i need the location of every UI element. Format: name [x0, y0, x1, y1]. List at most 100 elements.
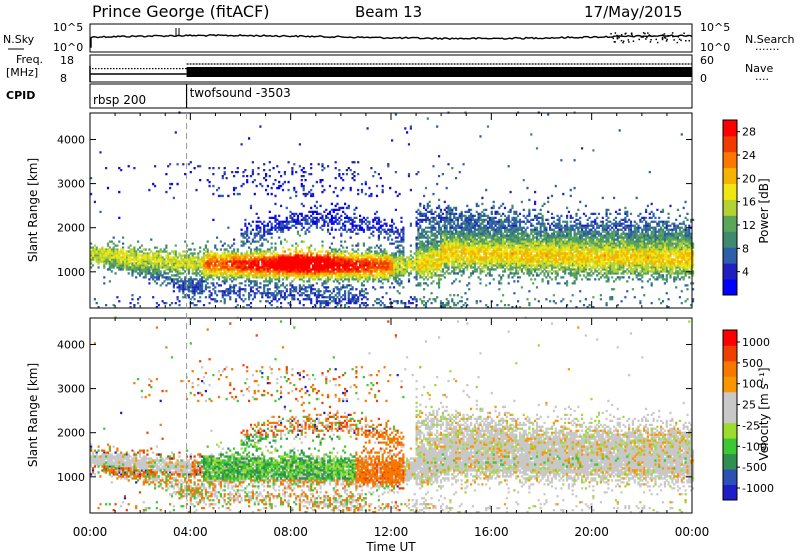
nsearch-dot — [650, 39, 652, 41]
nsearch-dot — [644, 32, 646, 35]
nsearch-legend: ....... — [755, 40, 779, 53]
nsearch-dot — [678, 38, 681, 40]
nsearch-dot — [622, 40, 625, 42]
colorbar-tick-label: 100 — [742, 378, 763, 391]
colorbar-swatch — [723, 199, 737, 216]
y-tick-label: 3000 — [57, 383, 85, 396]
nsearch-dot — [666, 38, 668, 41]
nsearch-dot — [628, 41, 630, 43]
nsearch-dot — [665, 40, 668, 42]
nsearch-dot — [683, 32, 685, 34]
colorbar-tick-label: 12 — [742, 219, 756, 232]
nsearch-dot — [673, 39, 675, 41]
power-colorbar-label: Power [dB] — [757, 178, 771, 243]
echo-cells — [90, 316, 695, 514]
nave-dot — [95, 68, 97, 70]
cpid-segment-label: twofsound -3503 — [190, 86, 291, 100]
nave-dot — [158, 68, 160, 70]
time-axis-label: Time UT — [365, 540, 416, 554]
nsearch-dot — [663, 36, 666, 39]
y-tick-label: 2000 — [57, 427, 85, 440]
colorbar-tick-label: 28 — [742, 126, 756, 139]
colorbar-swatch — [723, 215, 737, 232]
colorbar-tick-label: 20 — [742, 172, 756, 185]
velocity-ylabel: Slant Range [km] — [26, 363, 40, 467]
time-tick-label: 04:00 — [173, 525, 208, 539]
y-tick-label: 1000 — [57, 471, 85, 484]
nave-dot — [110, 68, 112, 70]
velocity-panel: 1000 2000 3000 4000 — [57, 316, 695, 514]
nave-dot — [167, 68, 169, 70]
nsearch-label: N.Search — [745, 33, 795, 46]
nsearch-dot — [638, 38, 640, 41]
freq-label-2: [MHz] — [6, 66, 38, 79]
nsearch-dot — [640, 36, 643, 38]
nsearch-dot — [671, 32, 674, 34]
nsearch-dot — [642, 36, 644, 38]
nave-tick-top: 60 — [700, 54, 714, 67]
freq-band-late — [186, 67, 692, 77]
colorbar-swatch — [723, 151, 737, 169]
colorbar-swatch — [723, 263, 737, 280]
colorbar-swatch — [723, 279, 737, 296]
nave-dot — [122, 68, 124, 70]
echo-cells — [90, 234, 695, 281]
nsearch-dot — [677, 36, 679, 38]
nsearch-dot — [630, 32, 633, 35]
nsearch-dot — [676, 41, 679, 44]
y-tick-label: 4000 — [57, 338, 85, 351]
nave-dot — [101, 68, 103, 70]
colorbar-frame — [722, 329, 738, 501]
time-tick-label: 12:00 — [374, 525, 409, 539]
colorbar-tick-label: 24 — [742, 149, 756, 162]
nsearch-dot — [622, 41, 624, 44]
beam-title: Beam 13 — [355, 3, 422, 21]
nsearch-dot — [688, 39, 690, 42]
nsearch-dot — [662, 34, 664, 36]
nsearch-dot — [627, 39, 630, 41]
nsearch-dot — [642, 32, 645, 34]
colorbar-swatch — [723, 120, 737, 137]
nsearch-dot — [625, 32, 627, 35]
nave-label: Nave — [745, 62, 773, 75]
nsearch-dot — [612, 37, 614, 40]
colorbar-swatch — [723, 247, 737, 264]
colorbar-tick-label: -500 — [742, 461, 767, 474]
nsearch-dot — [647, 32, 649, 34]
nave-dot — [152, 68, 154, 70]
colorbar-tick-label: 500 — [742, 357, 763, 370]
nave-dot — [134, 68, 136, 70]
nave-dot — [104, 68, 106, 70]
time-tick-label: 00:00 — [675, 525, 710, 539]
nsky-line — [90, 33, 693, 48]
nsearch-dot — [686, 35, 689, 37]
power-axes: 1000 2000 3000 4000 — [57, 113, 693, 308]
noise-tick-top-right: 10^5 — [700, 21, 730, 34]
power-panel: 1000 2000 3000 4000 — [57, 111, 695, 309]
echo-cells — [204, 320, 695, 514]
cpid-label: CPID — [6, 89, 35, 102]
nsearch-dot — [656, 41, 659, 44]
power-heatmap-cells — [90, 111, 695, 309]
noise-tick-bottom-right: 10^0 — [700, 41, 730, 54]
noise-tick-top-left: 10^5 — [53, 21, 83, 34]
nave-dot — [137, 68, 139, 70]
nsearch-dot — [672, 35, 675, 37]
velocity-heatmap-cells — [90, 316, 695, 514]
nave-tick-bottom: 0 — [700, 72, 707, 85]
colorbar-swatch — [723, 438, 737, 455]
nsearch-dot — [610, 33, 612, 35]
power-ylabel: Slant Range [km] — [26, 158, 40, 262]
y-tick-label: 3000 — [57, 178, 85, 191]
nsearch-dot — [620, 34, 623, 36]
y-tick-label: 4000 — [57, 133, 85, 146]
echo-cells — [106, 111, 418, 231]
nave-dot — [119, 68, 121, 70]
freq-tick-top: 18 — [60, 54, 74, 67]
nsearch-dot — [613, 41, 616, 43]
colorbar-swatch — [723, 183, 737, 200]
nave-dot — [173, 68, 175, 70]
station-title: Prince George (fitACF) — [92, 2, 270, 21]
velocity-axes: 1000 2000 3000 4000 — [57, 318, 693, 513]
